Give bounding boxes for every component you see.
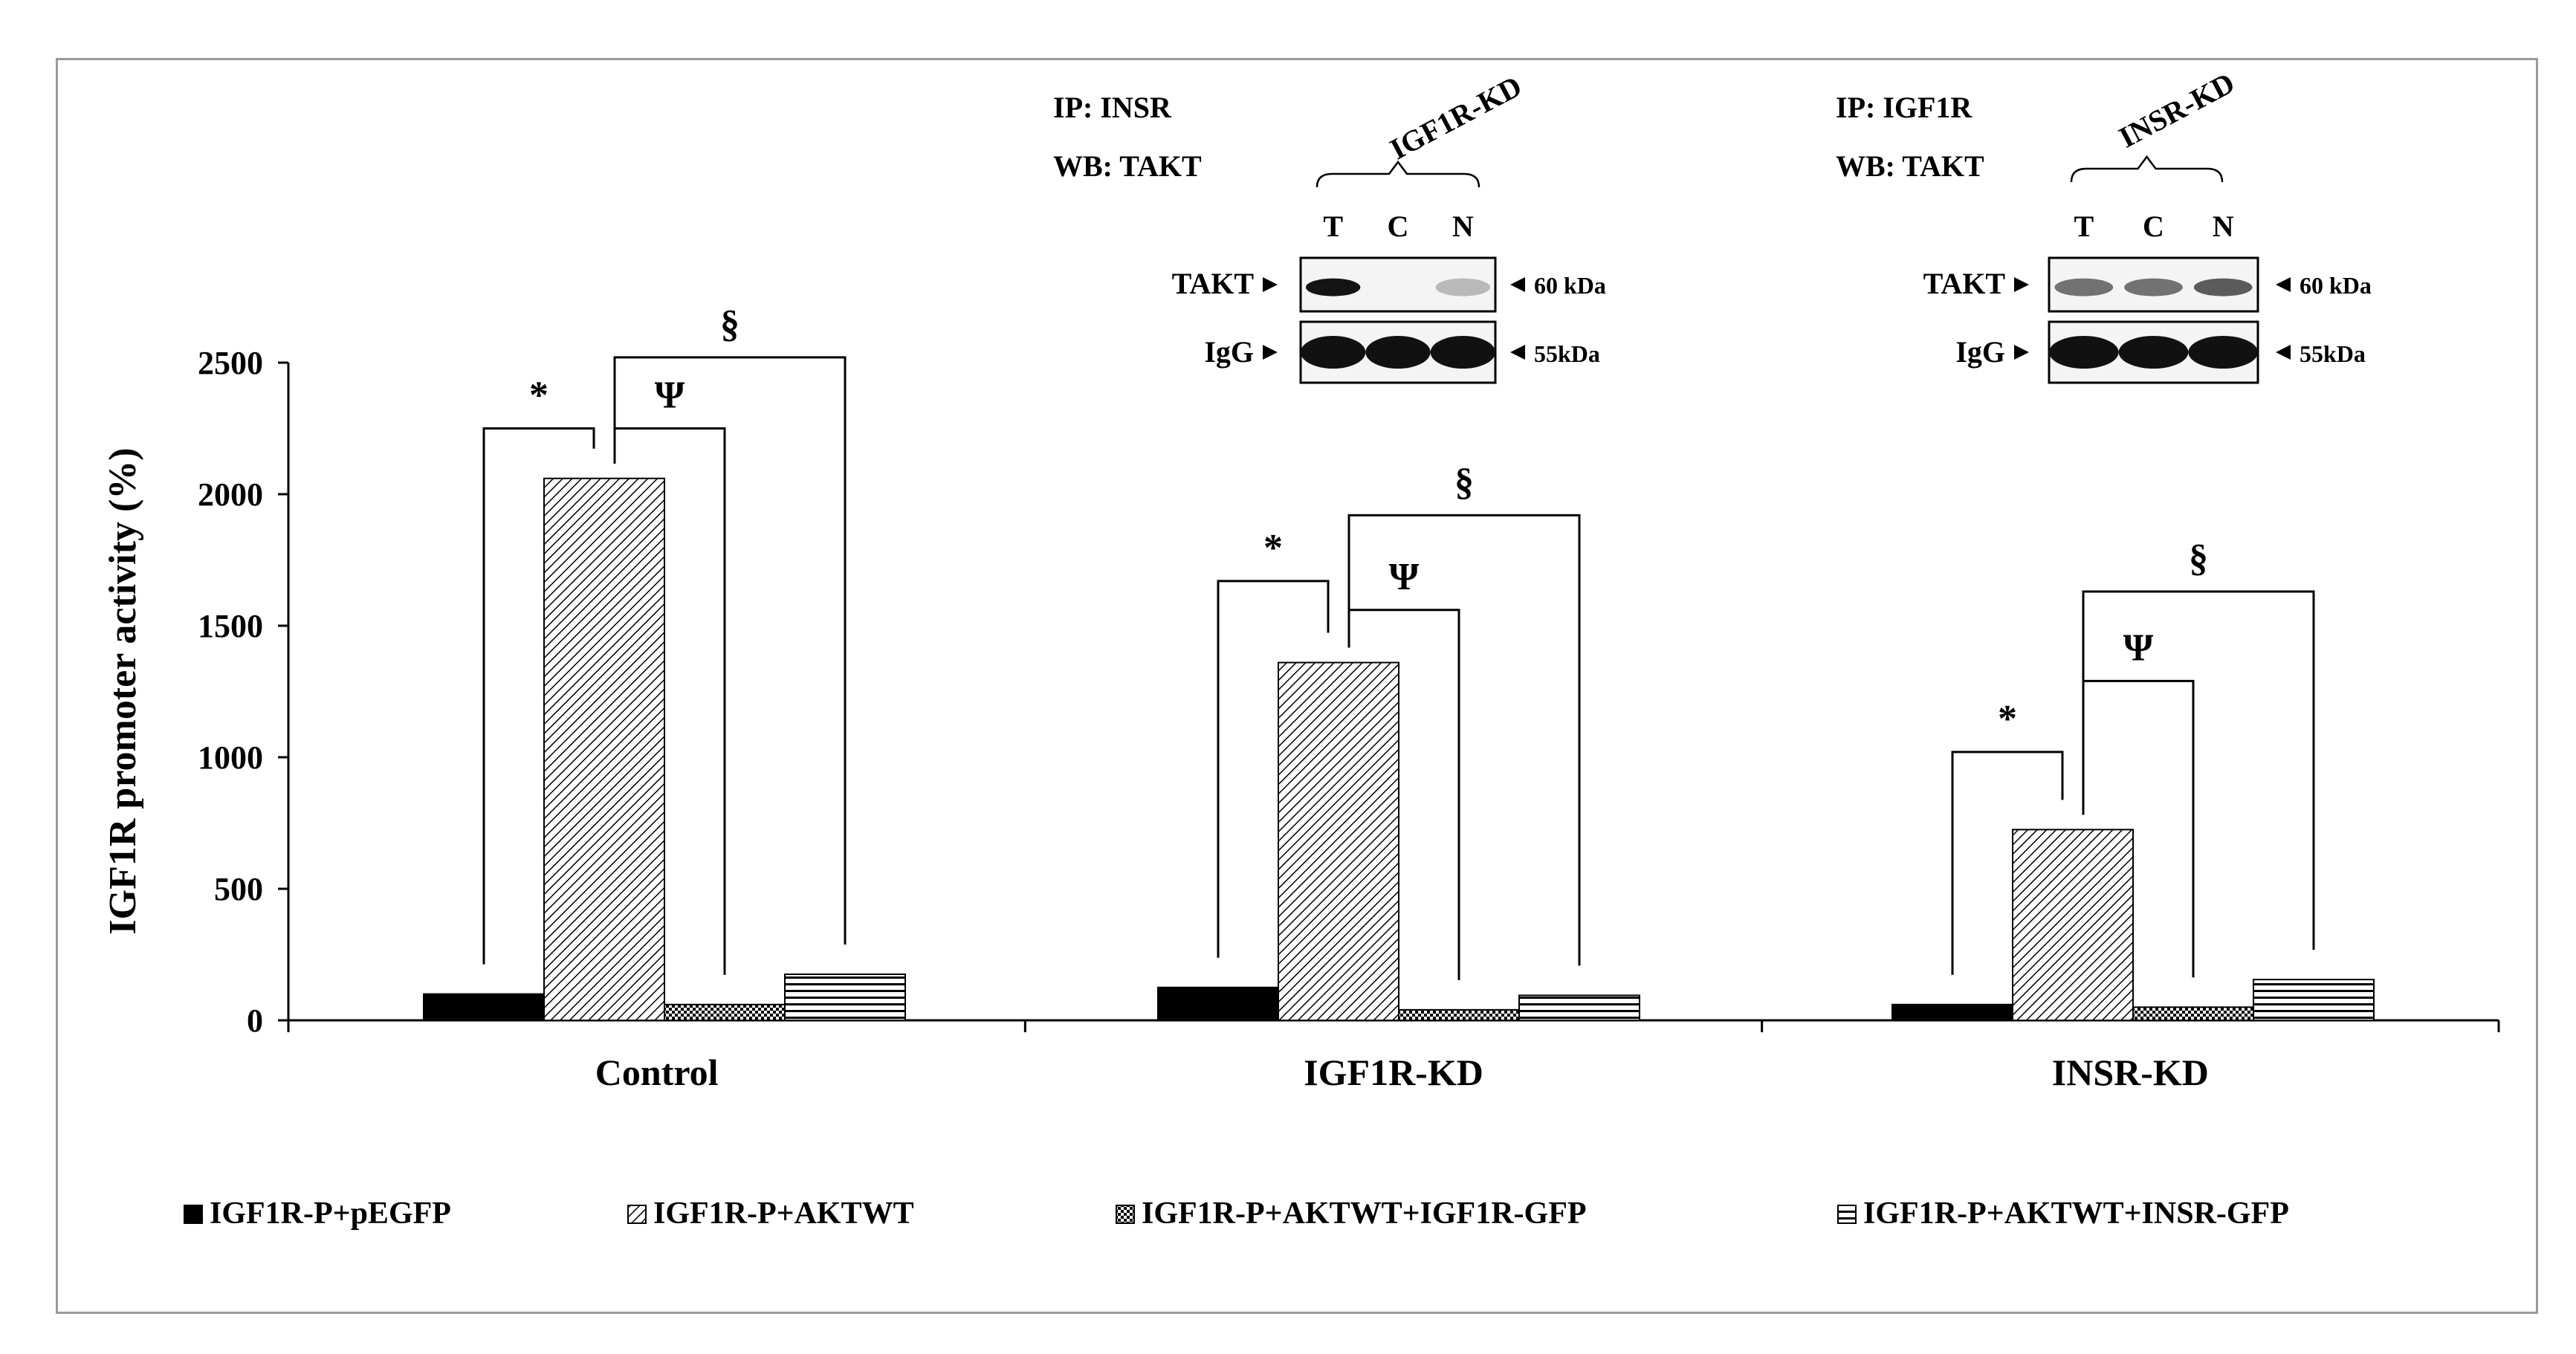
bar (1398, 1008, 1520, 1021)
significance-bracket (1217, 580, 1330, 958)
blot-band (2193, 278, 2253, 297)
blot-band (1430, 336, 1496, 369)
western-blot-insets: IP: INSR WB: TAKT IGF1R-KD T C N TAKT 60 kDa IgG… (1053, 66, 2372, 384)
arrow-right-icon (2014, 345, 2029, 360)
legend-swatch (184, 1205, 203, 1224)
y-tick-label: 1500 (198, 608, 263, 644)
blot-kda-label: 55kDa (2300, 340, 2366, 367)
blot-wb-label: WB: TAKT (1053, 149, 1202, 183)
category-label: INSR-KD (2052, 1052, 2209, 1093)
y-tick-label: 500 (214, 871, 263, 907)
blot-band (2118, 336, 2189, 369)
blot-ip-label: IP: IGF1R (1836, 91, 1973, 124)
significance-symbol: § (2189, 537, 2208, 580)
arrow-left-icon (2276, 345, 2291, 360)
arrow-right-icon (2014, 277, 2029, 292)
blot-bracket-label: INSR-KD (2114, 66, 2240, 155)
legend-label: IGF1R-P+AKTWT (653, 1196, 914, 1231)
blot-kda-label: 60 kDa (2300, 272, 2372, 299)
blot-lane-label: C (2143, 210, 2164, 243)
bar (1891, 1003, 2013, 1022)
blot-bracket (1315, 160, 1480, 188)
y-tick-label: 0 (247, 1002, 263, 1039)
bar (2012, 829, 2134, 1021)
blot-lane-label: T (1323, 210, 1343, 243)
significance-bracket (482, 427, 595, 965)
blot-kda-label: 55kDa (1534, 340, 1600, 367)
arrow-right-icon (1263, 345, 1278, 360)
blot-row-label: TAKT (1923, 267, 2006, 300)
blot-band (1305, 278, 1361, 297)
blot-inset: IP: INSR WB: TAKT IGF1R-KD T C N TAKT 60 kDa IgG… (1053, 69, 1606, 384)
blot-band (1301, 336, 1366, 369)
significance-symbol: * (529, 375, 548, 417)
blot-bracket-label: IGF1R-KD (1385, 69, 1527, 166)
bar (1518, 994, 1640, 1021)
bar (2253, 979, 2375, 1022)
bar (1278, 661, 1399, 1021)
legend-label: IGF1R-P+AKTWT+IGF1R-GFP (1142, 1196, 1587, 1231)
y-axis-title: IGF1R promoter activity (%) (102, 447, 144, 934)
arrow-left-icon (2276, 277, 2291, 292)
blot-bracket (2070, 155, 2224, 183)
blot-wb-label: WB: TAKT (1836, 149, 1984, 183)
significance-bracket (2082, 590, 2315, 950)
significance-symbol: Ψ (1389, 556, 1420, 598)
category-labels: Control IGF1R-KD INSR-KD (595, 1052, 2209, 1093)
blot-band (1435, 278, 1491, 297)
bar (784, 974, 906, 1022)
category-label: Control (595, 1052, 719, 1093)
arrow-left-icon (1510, 277, 1525, 292)
legend-swatch (1116, 1205, 1135, 1224)
legend-swatch (1837, 1205, 1857, 1224)
blot-band (2049, 336, 2119, 369)
bar (1157, 986, 1279, 1021)
blot-row-label: IgG (1955, 335, 2005, 369)
legend-swatch (627, 1205, 647, 1224)
y-tick-label: 2500 (198, 345, 263, 381)
arrow-right-icon (1263, 277, 1278, 292)
blot-band (2054, 278, 2114, 297)
blot-band (2124, 278, 2183, 297)
bar (664, 1003, 786, 1022)
legend-label: IGF1R-P+AKTWT+INSR-GFP (1863, 1196, 2289, 1231)
y-tick-label: 1000 (198, 739, 263, 776)
significance-bracket (1951, 751, 2064, 975)
significance-bracket (613, 356, 847, 945)
legend-label: IGF1R-P+pEGFP (210, 1196, 451, 1231)
blot-kda-label: 60 kDa (1534, 272, 1606, 299)
significance-symbol: Ψ (655, 375, 685, 417)
blot-lane-label: N (1452, 210, 1474, 243)
y-tick-label: 2000 (198, 476, 263, 513)
significance-symbol: * (1263, 527, 1283, 569)
bar (543, 477, 665, 1021)
blot-inset: IP: IGF1R WB: TAKT INSR-KD T C N TAKT 60 kDa IgG… (1836, 66, 2372, 384)
blot-lane-label: C (1388, 210, 1409, 243)
blot-row-label: IgG (1204, 335, 1254, 369)
arrow-left-icon (1510, 345, 1525, 360)
significance-symbol: § (720, 303, 740, 346)
blot-band (2188, 336, 2259, 369)
significance-symbol: * (1998, 698, 2017, 740)
bar (2132, 1006, 2254, 1022)
blot-band (1365, 336, 1431, 369)
legend: IGF1R-P+pEGFP IGF1R-P+AKTWT IGF1R-P+AKTWT+… (184, 1196, 2289, 1231)
significance-bracket (1347, 514, 1581, 966)
category-label: IGF1R-KD (1304, 1052, 1483, 1093)
significance-symbol: Ψ (2123, 626, 2154, 669)
bars (423, 477, 2375, 1022)
significance-symbol: § (1454, 461, 1474, 503)
significance-brackets: * Ψ § * Ψ § * Ψ § (482, 303, 2315, 980)
blot-lane-label: T (2074, 210, 2094, 243)
blot-ip-label: IP: INSR (1053, 91, 1172, 124)
blot-lane-label: N (2213, 210, 2234, 243)
bar (423, 993, 545, 1021)
blot-row-label: TAKT (1172, 267, 1255, 300)
